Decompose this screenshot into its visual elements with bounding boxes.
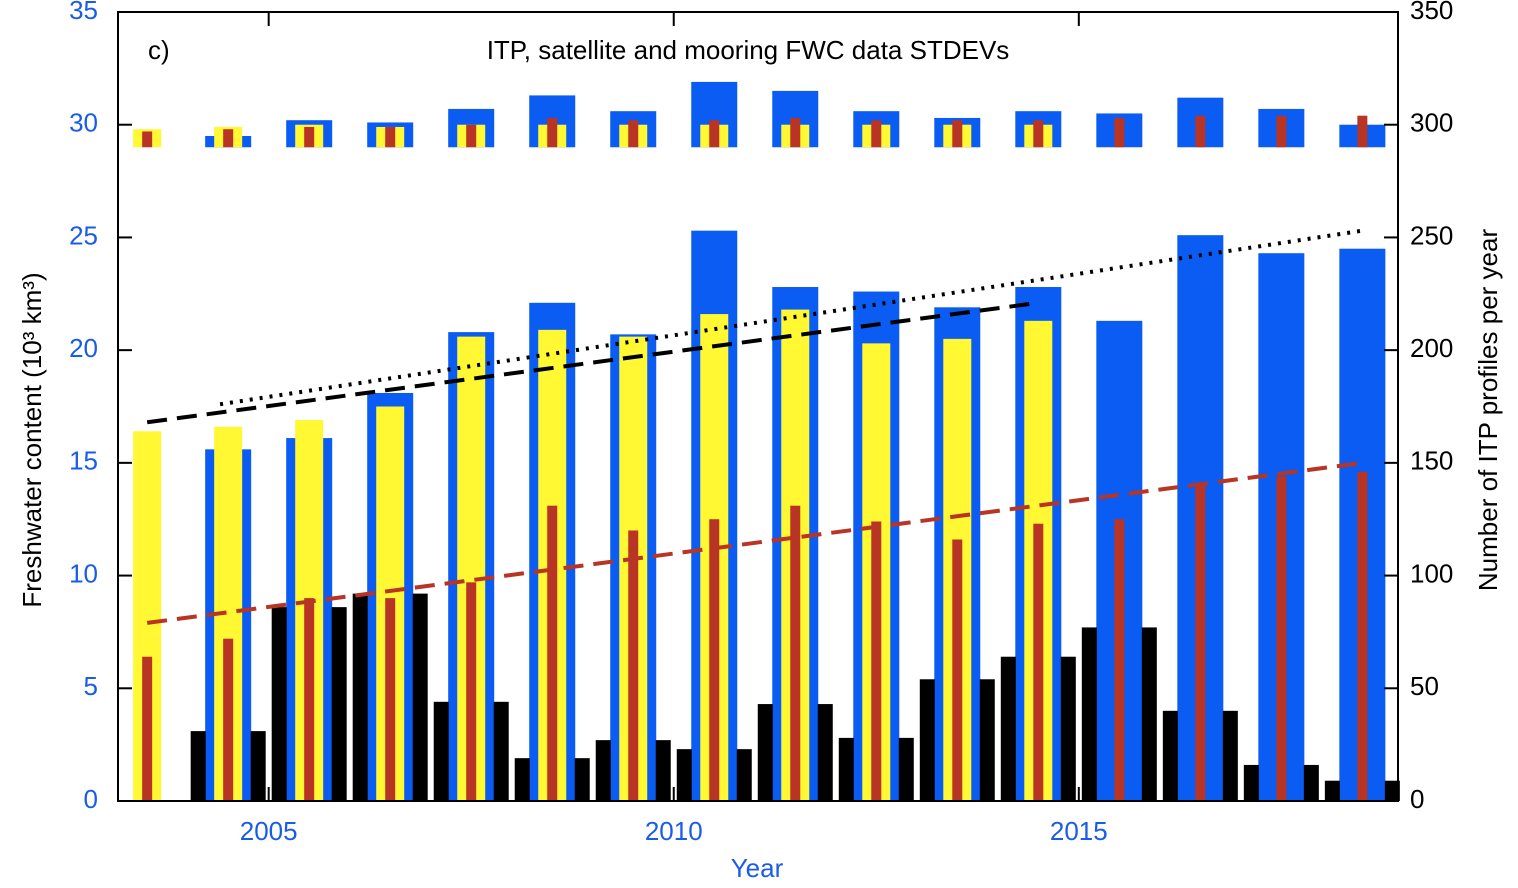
bar [676,749,692,801]
bar [514,758,530,801]
bar [919,679,935,801]
trend-line [219,228,1363,407]
bar [736,749,752,801]
bar [1243,764,1259,801]
y2-tick-label: 150 [1410,446,1453,476]
y2-tick-label: 0 [1410,784,1424,814]
bar [1276,476,1287,801]
x-tick-label: 2005 [240,816,298,846]
x-tick-label: 2010 [645,816,703,846]
bar [1114,519,1125,801]
bar [979,679,995,801]
bar [547,505,558,801]
bar [1195,485,1206,801]
y-tick-label: 5 [84,671,98,701]
y2-tick-label: 200 [1410,333,1453,363]
y-tick-label: 10 [69,558,98,588]
bar [595,740,611,801]
bar [628,530,639,801]
bar [790,117,801,148]
bar [1033,523,1044,801]
bar [1276,115,1287,148]
bar [547,117,558,148]
y-tick-label: 30 [69,108,98,138]
bar [466,582,477,801]
bar [331,607,347,801]
y2-tick-label: 50 [1410,671,1439,701]
bar [142,656,153,801]
bar [952,120,963,148]
bar [1357,115,1368,148]
y-tick-label: 25 [69,220,98,250]
chart-title: ITP, satellite and mooring FWC data STDE… [487,35,1010,65]
y-axis-label: Freshwater content (10³ km³) [17,272,47,607]
bar [1033,120,1044,148]
bar [838,737,854,801]
bar [574,758,590,801]
bar [1060,656,1076,801]
bar [655,740,671,801]
bar [628,120,639,148]
y2-tick-label: 300 [1410,108,1453,138]
bar [1081,627,1097,801]
x-tick-label: 2015 [1050,816,1108,846]
bar [385,598,396,801]
y-tick-label: 35 [69,0,98,25]
bar [1357,471,1368,801]
bar [952,539,963,801]
bar [871,521,882,801]
bar [1162,710,1178,801]
bar [142,131,153,148]
bar [190,731,206,801]
bar [1324,780,1340,801]
bar [1303,764,1319,801]
bar [466,124,477,148]
y2-tick-label: 350 [1410,0,1453,25]
bar [871,120,882,148]
trend-line [146,460,1363,625]
bar [412,593,428,801]
panel-label: c) [148,35,170,65]
plot-frame [117,11,1399,802]
y-tick-label: 15 [69,446,98,476]
bar [709,519,720,801]
y-tick-label: 20 [69,333,98,363]
bar [817,704,833,801]
trend-line [146,300,1039,425]
bar [1384,780,1400,801]
bar [250,731,266,801]
bar [433,701,449,801]
bar [757,704,773,801]
bar [1000,656,1016,801]
bar [304,126,315,148]
bar [385,126,396,148]
bar [1114,117,1125,148]
bar [223,638,234,801]
y2-tick-label: 100 [1410,558,1453,588]
bar [1222,710,1238,801]
bar [352,593,368,801]
bar [223,129,234,148]
bar [709,120,720,148]
bar [304,598,315,801]
y-tick-label: 0 [84,784,98,814]
x-axis-label: Year [731,853,784,883]
bar [898,737,914,801]
bar [1141,627,1157,801]
bar [271,607,287,801]
bar [1195,115,1206,148]
y2-tick-label: 250 [1410,220,1453,250]
y2-axis-label: Number of ITP profiles per year [1473,229,1503,592]
bar [493,701,509,801]
bar [790,505,801,801]
